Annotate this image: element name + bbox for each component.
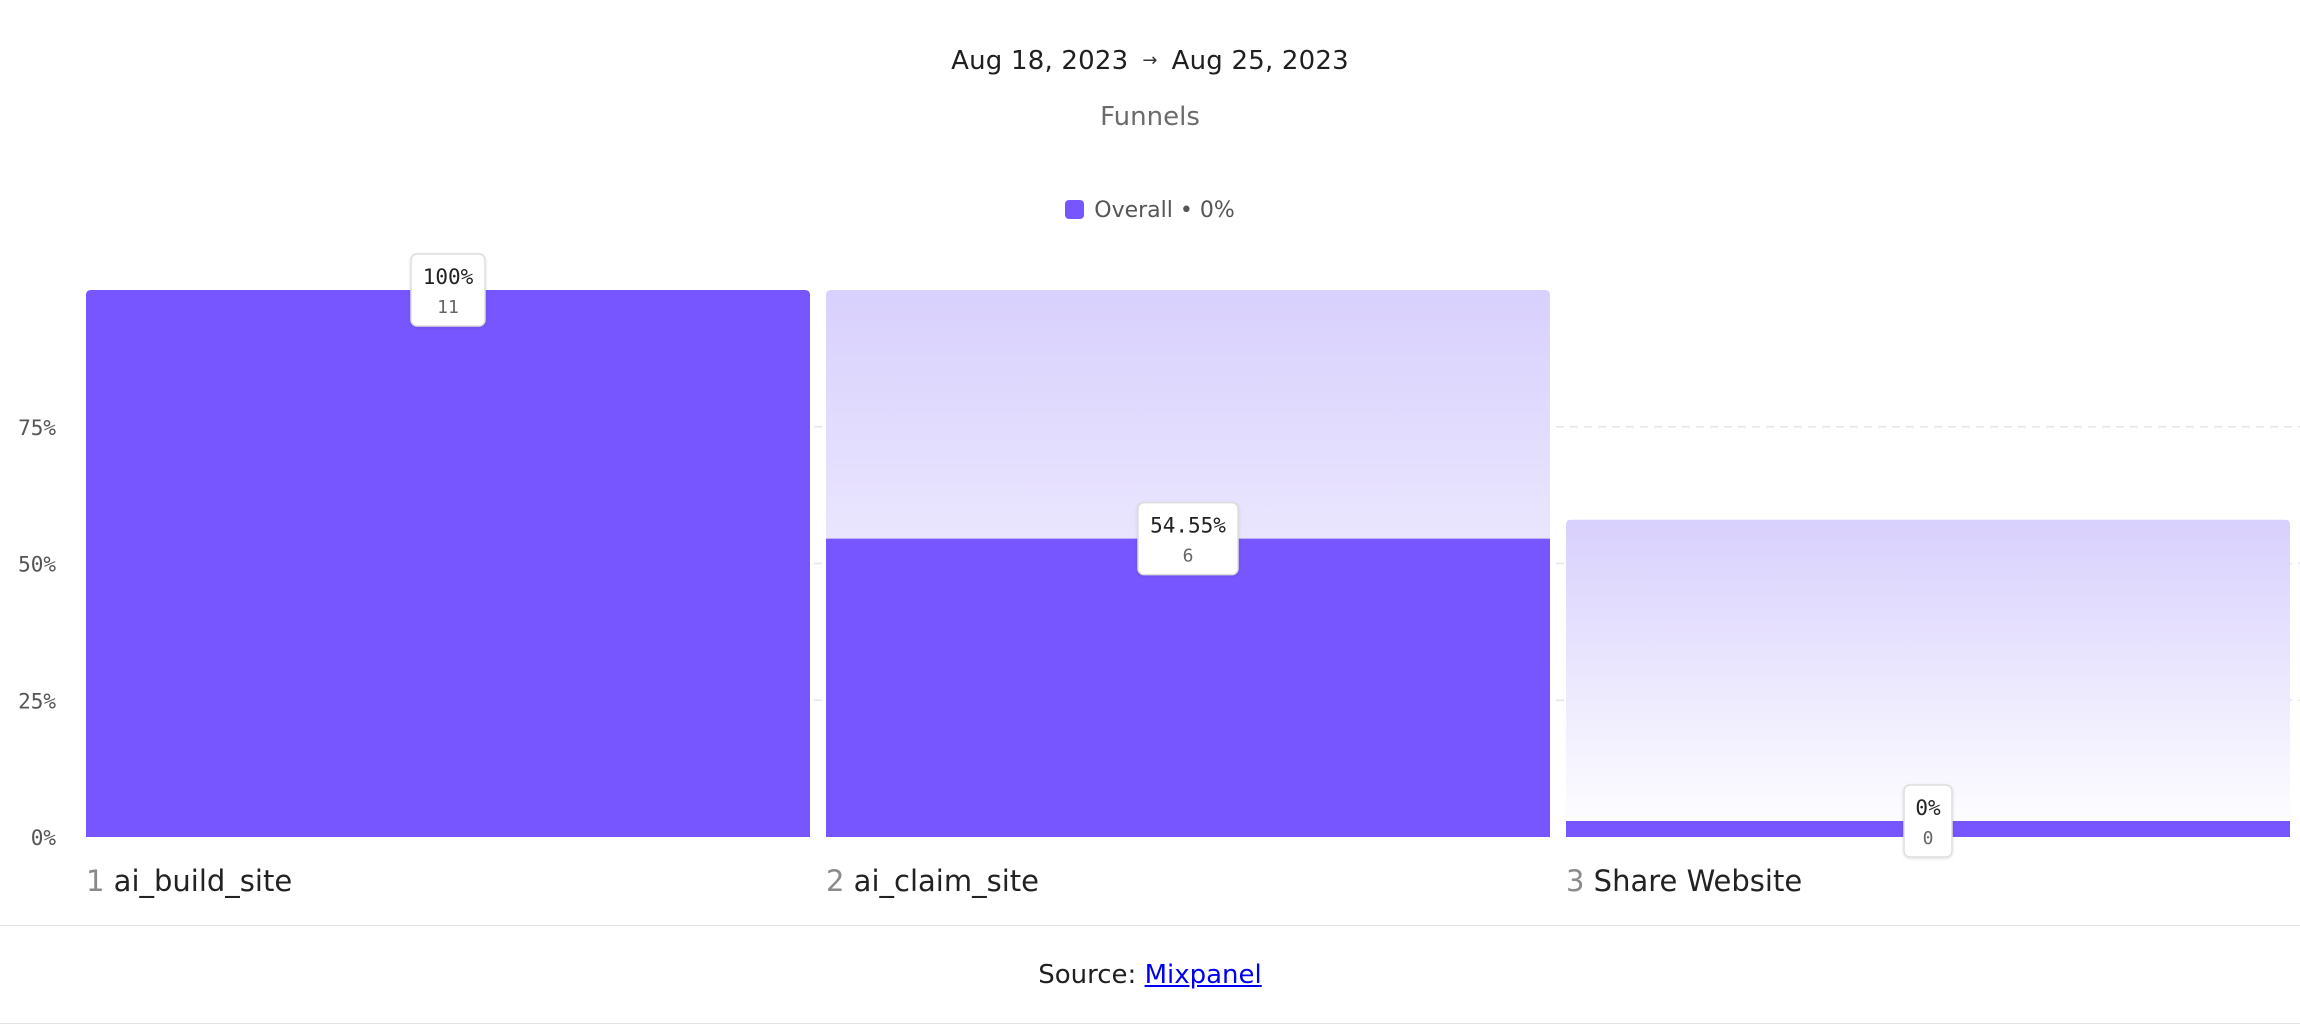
value-label: 0% bbox=[1915, 796, 1941, 820]
y-tick-label: 0% bbox=[31, 826, 57, 850]
value-label: 54.55% bbox=[1150, 514, 1226, 538]
funnel-chart: 0% 25% 50% 75% 1 ai_build_site 2 ai_claim_si… bbox=[18, 253, 2300, 898]
data-label-box bbox=[1137, 501, 1239, 576]
step-name: Share Website bbox=[1594, 864, 1803, 898]
count-label: 11 bbox=[437, 297, 459, 318]
footer-bottom-divider bbox=[0, 1023, 2300, 1024]
funnel-bar bbox=[826, 538, 1550, 837]
date-start: Aug 18, 2023 bbox=[951, 46, 1129, 76]
y-tick-label: 25% bbox=[18, 689, 56, 713]
data-label-box bbox=[410, 253, 486, 327]
source-line: Source: Mixpanel bbox=[0, 960, 2300, 990]
x-step-label: 1 ai_build_site bbox=[86, 864, 292, 898]
count-label: 0 bbox=[1923, 828, 1934, 849]
y-tick-label: 75% bbox=[18, 416, 56, 440]
chart-legend[interactable]: Overall • 0% bbox=[0, 198, 2300, 223]
funnel-dropoff-bar bbox=[1566, 519, 2290, 837]
step-number: 2 bbox=[826, 864, 854, 898]
source-link[interactable]: Mixpanel bbox=[1144, 960, 1262, 990]
funnel-bar bbox=[86, 290, 810, 837]
count-label: 6 bbox=[1183, 546, 1194, 567]
legend-label: Overall • 0% bbox=[1094, 198, 1235, 223]
step-number: 1 bbox=[86, 864, 114, 898]
step-name: ai_build_site bbox=[114, 864, 293, 898]
data-label: 0%0 bbox=[1903, 784, 1953, 858]
value-label: 100% bbox=[423, 265, 474, 289]
x-axis: 1 ai_build_site 2 ai_claim_site 3 Share We… bbox=[86, 864, 1802, 898]
y-axis: 0% 25% 50% 75% bbox=[18, 416, 56, 850]
date-end: Aug 25, 2023 bbox=[1171, 46, 1349, 76]
date-range: Aug 18, 2023 → Aug 25, 2023 bbox=[0, 46, 2300, 76]
data-label-box bbox=[1903, 784, 1953, 858]
x-step-label: 2 ai_claim_site bbox=[826, 864, 1039, 898]
x-step-label: 3 Share Website bbox=[1566, 864, 1802, 898]
footer-divider bbox=[0, 925, 2300, 926]
legend-swatch bbox=[1065, 200, 1085, 219]
chart-subtitle: Funnels bbox=[1100, 102, 1200, 132]
arrow-right-icon: → bbox=[1142, 50, 1158, 71]
step-name: ai_claim_site bbox=[854, 864, 1039, 898]
y-tick-label: 50% bbox=[18, 553, 56, 577]
data-label: 54.55% 6 bbox=[1137, 501, 1239, 576]
bars-layer bbox=[86, 290, 2290, 837]
source-prefix: Source: bbox=[1038, 960, 1145, 990]
step-number: 3 bbox=[1566, 864, 1594, 898]
data-label: 100% 11 bbox=[410, 253, 486, 327]
